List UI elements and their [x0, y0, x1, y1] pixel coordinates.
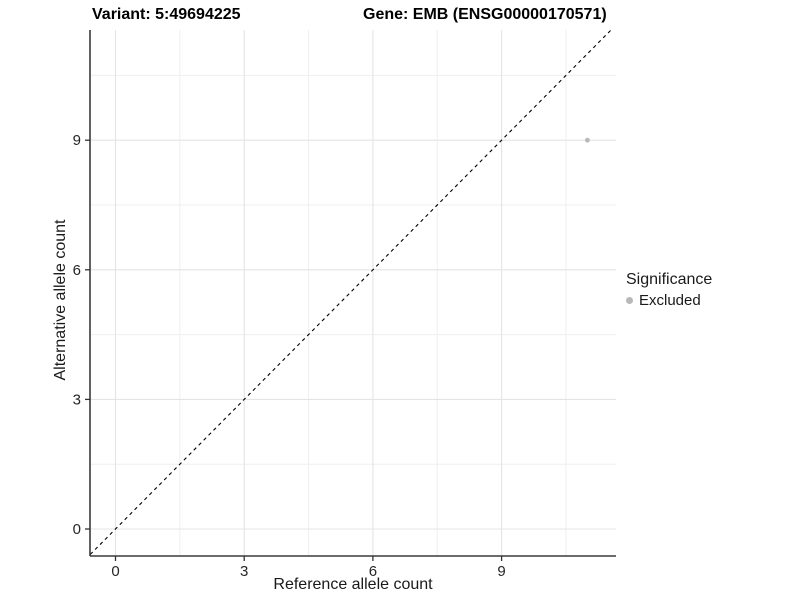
- grid-major: [90, 30, 616, 556]
- legend-title: Significance: [626, 271, 713, 288]
- y-tick-label: 9: [73, 132, 81, 149]
- y-tick-label: 6: [73, 262, 81, 279]
- y-axis-title: Alternative allele count: [52, 219, 69, 381]
- x-tick-label: 6: [369, 563, 377, 580]
- excluded-point-swatch-icon: [626, 297, 633, 304]
- y-tick-label: 0: [73, 521, 81, 538]
- identity-line: [89, 29, 612, 555]
- x-tick-label: 9: [497, 563, 505, 580]
- legend-item-excluded: Excluded: [626, 292, 712, 309]
- x-tick-label: 3: [240, 563, 248, 580]
- legend-item-label: Excluded: [639, 292, 701, 309]
- tick-labels: 0 3 6 9 0 3 6 9: [73, 132, 506, 580]
- x-tick-label: 0: [111, 563, 119, 580]
- data-points: [585, 137, 590, 143]
- x-axis-title: Reference allele count: [273, 576, 433, 593]
- axis-lines: [89, 30, 616, 557]
- y-tick-label: 3: [73, 391, 81, 408]
- plot-title-variant: Variant: 5:49694225: [92, 6, 241, 23]
- plot-title-gene: Gene: EMB (ENSG00000170571): [363, 6, 607, 23]
- legend: Significance Excluded: [626, 271, 712, 309]
- data-point: [585, 137, 590, 143]
- axis-ticks: [85, 139, 503, 561]
- grid-minor: [90, 30, 616, 556]
